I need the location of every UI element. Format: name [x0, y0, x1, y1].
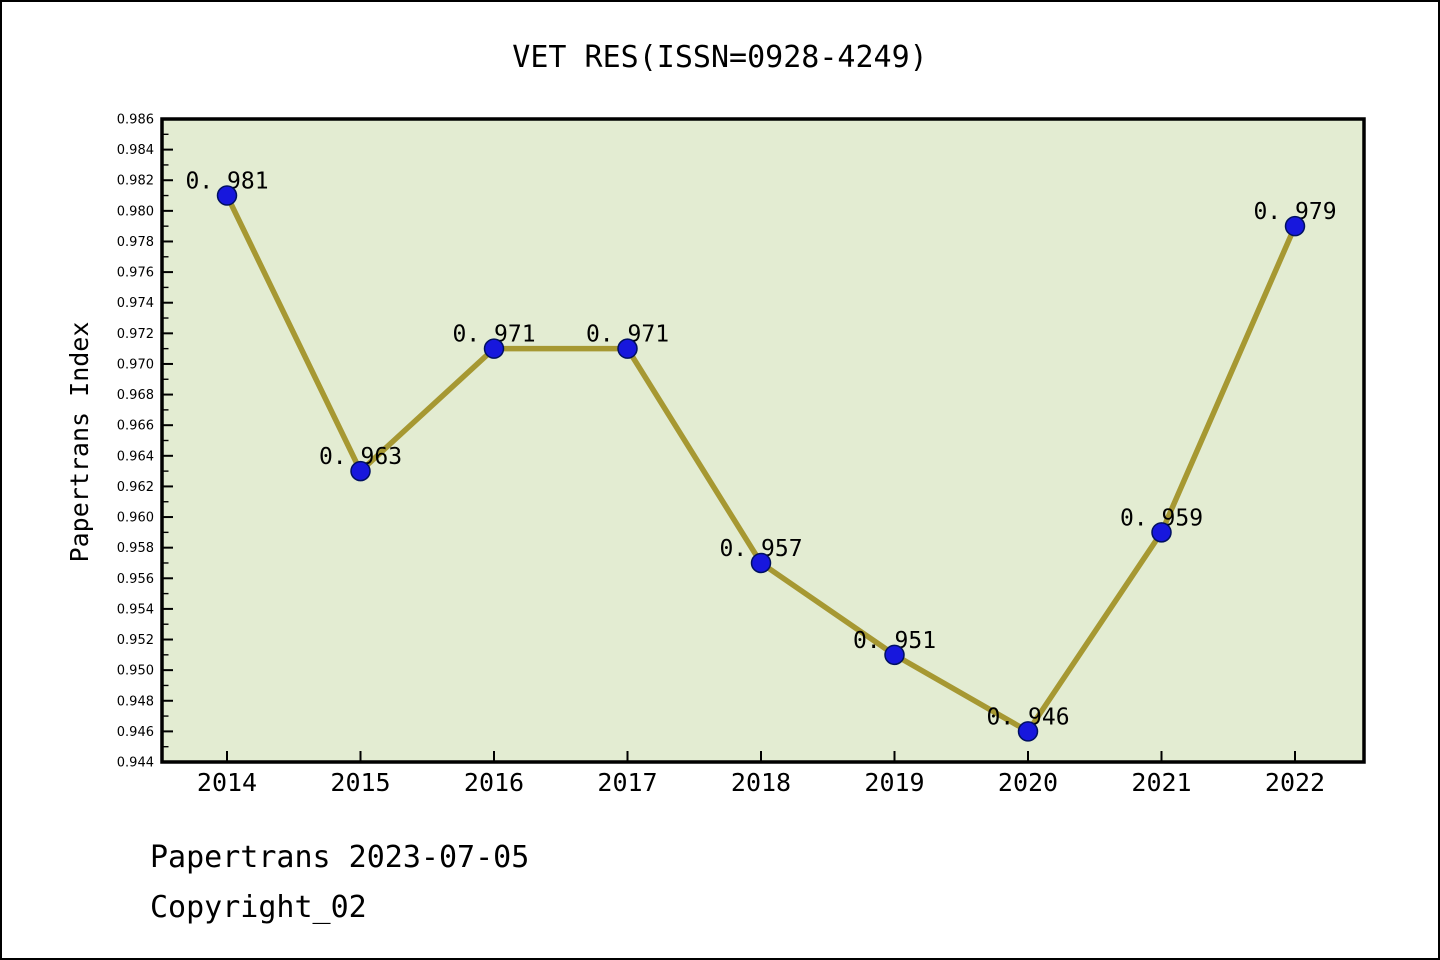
y-tick-label: 0.964 [117, 449, 154, 464]
data-point [1017, 721, 1039, 742]
x-tick-label: 2014 [197, 768, 257, 797]
y-tick-label: 0.952 [117, 633, 154, 648]
data-point [884, 644, 905, 666]
y-tick-label: 0.982 [117, 174, 154, 189]
y-tick-label: 0.948 [117, 694, 154, 709]
x-tick-label: 2022 [1265, 768, 1325, 797]
y-tick-label: 0.976 [117, 266, 154, 281]
y-tick-label: 0.944 [117, 756, 154, 771]
y-tick-label: 0.974 [117, 296, 154, 311]
x-tick-label: 2019 [864, 768, 924, 797]
footer-watermark: Papertrans 2023-07-05 [150, 840, 530, 875]
x-tick-label: 2016 [464, 768, 524, 797]
data-point [483, 338, 505, 359]
footer-copyright: Copyright_02 [150, 890, 367, 925]
plot-background [162, 119, 1364, 762]
y-tick-label: 0.950 [117, 664, 154, 679]
y-tick-label: 0.970 [117, 357, 154, 372]
y-tick-label: 0.960 [117, 511, 154, 526]
data-point [617, 338, 638, 359]
data-point [350, 460, 371, 482]
y-tick-label: 0.946 [117, 725, 154, 740]
data-point [1151, 522, 1172, 543]
plot-frame [160, 117, 1366, 764]
y-tick-label: 0.962 [117, 480, 154, 495]
y-tick-label: 0.956 [117, 572, 154, 587]
x-tick-label: 2015 [330, 768, 390, 797]
y-tick-label: 0.986 [117, 113, 154, 128]
chart-title: VET RES(ISSN=0928-4249) [512, 40, 928, 75]
data-point [750, 552, 772, 574]
y-tick-label: 0.984 [117, 143, 154, 158]
y-tick-label: 0.972 [117, 327, 154, 342]
y-tick-label: 0.978 [117, 235, 154, 250]
x-tick-label: 2017 [597, 768, 657, 797]
y-tick-label: 0.958 [117, 541, 154, 556]
x-tick-label: 2018 [731, 768, 791, 797]
data-point [1284, 215, 1306, 237]
y-tick-label: 0.966 [117, 419, 154, 434]
data-point [216, 185, 238, 206]
y-tick-label: 0.968 [117, 388, 154, 403]
x-tick-label: 2021 [1131, 768, 1191, 797]
y-tick-label: 0.954 [117, 602, 154, 617]
x-tick-label: 2020 [998, 768, 1058, 797]
y-tick-label: 0.980 [117, 204, 154, 219]
